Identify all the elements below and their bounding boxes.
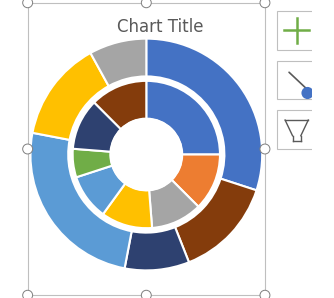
Circle shape — [260, 0, 270, 8]
Wedge shape — [175, 179, 257, 262]
Wedge shape — [172, 155, 220, 207]
Bar — [28, 3, 265, 295]
Circle shape — [23, 290, 33, 298]
Wedge shape — [72, 149, 112, 177]
Wedge shape — [125, 227, 189, 270]
Text: Chart Title: Chart Title — [117, 18, 203, 36]
Wedge shape — [73, 103, 121, 152]
Bar — [277, 61, 316, 99]
Wedge shape — [30, 133, 132, 268]
Wedge shape — [146, 81, 220, 155]
Circle shape — [23, 0, 33, 8]
Circle shape — [301, 87, 314, 99]
Bar — [277, 110, 316, 149]
Circle shape — [141, 290, 151, 298]
Wedge shape — [91, 39, 146, 86]
Wedge shape — [94, 81, 146, 129]
Wedge shape — [149, 180, 198, 228]
Circle shape — [111, 119, 182, 190]
Circle shape — [260, 144, 270, 154]
Bar — [277, 11, 316, 50]
Wedge shape — [32, 53, 109, 140]
Wedge shape — [103, 184, 152, 228]
Circle shape — [141, 0, 151, 8]
Circle shape — [23, 144, 33, 154]
Circle shape — [260, 290, 270, 298]
Wedge shape — [146, 39, 262, 190]
Wedge shape — [76, 166, 125, 214]
